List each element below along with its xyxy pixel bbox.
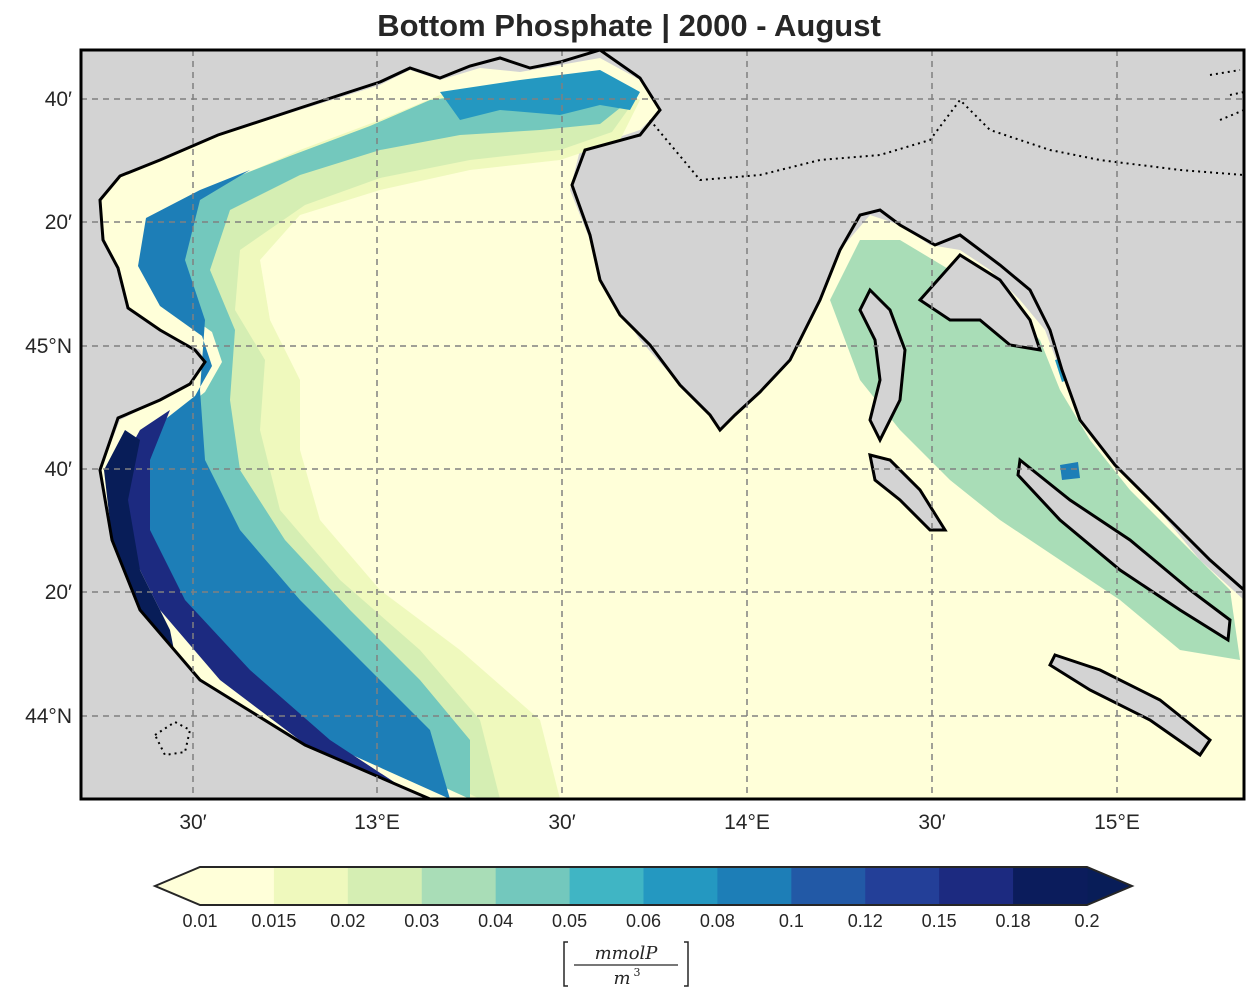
colorbar-swatch — [495, 867, 571, 905]
colorbar-swatch — [421, 867, 497, 905]
istria-peninsula — [570, 50, 1244, 593]
colorbar-tick-label: 0.04 — [478, 911, 513, 931]
map-frame — [79, 48, 1246, 801]
lat-tick-label: 20′ — [45, 211, 72, 234]
lat-tick-label: 40′ — [45, 458, 72, 481]
conc-band-02 — [104, 430, 180, 680]
conc-band-north — [440, 70, 640, 120]
colorbar-swatch — [643, 867, 718, 905]
colorbar-tick-label: 0.2 — [1074, 911, 1099, 931]
colorbar: 0.01 0.015 0.02 0.03 0.04 0.05 0.06 0.08 0.1 0.12… — [152, 866, 1135, 931]
colorbar-swatch — [791, 867, 866, 905]
unit-exponent: 3 — [634, 966, 641, 979]
island-krk — [917, 253, 1043, 352]
lon-tick-labels: 30′ 13°E 30′ 14°E 30′ 15°E — [179, 811, 1140, 834]
colorbar-tick-label: 0.1 — [779, 911, 804, 931]
unit-numerator: mmolP — [595, 943, 659, 964]
island-pag — [868, 452, 948, 532]
colorbar-tick-label: 0.02 — [330, 911, 365, 931]
colorbar-tick-label: 0.18 — [996, 911, 1031, 931]
conc-band-015 — [118, 410, 420, 799]
colorbar-tick-label: 0.12 — [848, 911, 883, 931]
border-line-ne — [1209, 69, 1244, 121]
colorbar-swatches — [200, 867, 1088, 905]
island-long — [1016, 457, 1232, 643]
colorbar-over-arrow — [1087, 867, 1132, 905]
lat-tick-label: 45°N — [25, 335, 72, 358]
colorbar-swatch — [865, 867, 940, 905]
colorbar-under-arrow — [155, 867, 200, 905]
colorbar-unit-label: mmolP m 3 — [560, 938, 700, 990]
colorbar-swatch — [569, 867, 644, 905]
island-south — [1048, 653, 1213, 758]
colorbar-tick-label: 0.15 — [922, 911, 957, 931]
colorbar-swatch — [347, 867, 423, 905]
lon-tick-label: 13°E — [354, 811, 400, 834]
lat-tick-label: 20′ — [45, 581, 72, 604]
colorbar-swatch — [273, 867, 349, 905]
lat-tick-label: 40′ — [45, 88, 72, 111]
map-title: Bottom Phosphate | 2000 - August — [377, 8, 881, 43]
lat-tick-labels: 40′ 20′ 45°N 40′ 20′ 44°N — [25, 88, 72, 728]
colorbar-tick-label: 0.06 — [626, 911, 661, 931]
colorbar-tick-label: 0.05 — [552, 911, 587, 931]
graticule — [81, 50, 1244, 799]
lat-tick-label: 44°N — [25, 705, 72, 728]
colorbar-swatch — [717, 867, 792, 905]
colorbar-tick-label: 0.01 — [182, 911, 217, 931]
border-line-north — [649, 98, 1244, 182]
colorbar-tick-label: 0.08 — [700, 911, 735, 931]
italy-coast — [81, 50, 601, 799]
lon-tick-label: 15°E — [1094, 811, 1140, 834]
colorbar-swatch — [939, 867, 1014, 905]
lon-tick-label: 14°E — [724, 811, 770, 834]
lon-tick-label: 30′ — [918, 811, 945, 834]
colorbar-swatch — [200, 867, 275, 905]
unit-denominator: m — [613, 968, 630, 989]
island-cres — [858, 287, 907, 444]
colorbar-swatch — [1013, 867, 1088, 905]
colorbar-outline — [152, 866, 1135, 906]
colorbar-tick-labels: 0.01 0.015 0.02 0.03 0.04 0.05 0.06 0.08 0.1 0.12… — [182, 911, 1099, 931]
lon-tick-label: 30′ — [548, 811, 575, 834]
conc-spot-east-2 — [1060, 462, 1080, 480]
colorbar-tick-label: 0.015 — [251, 911, 296, 931]
map-area — [81, 50, 1244, 799]
colorbar-tick-label: 0.03 — [404, 911, 439, 931]
border-line-sw — [153, 720, 192, 757]
lon-tick-label: 30′ — [179, 811, 206, 834]
